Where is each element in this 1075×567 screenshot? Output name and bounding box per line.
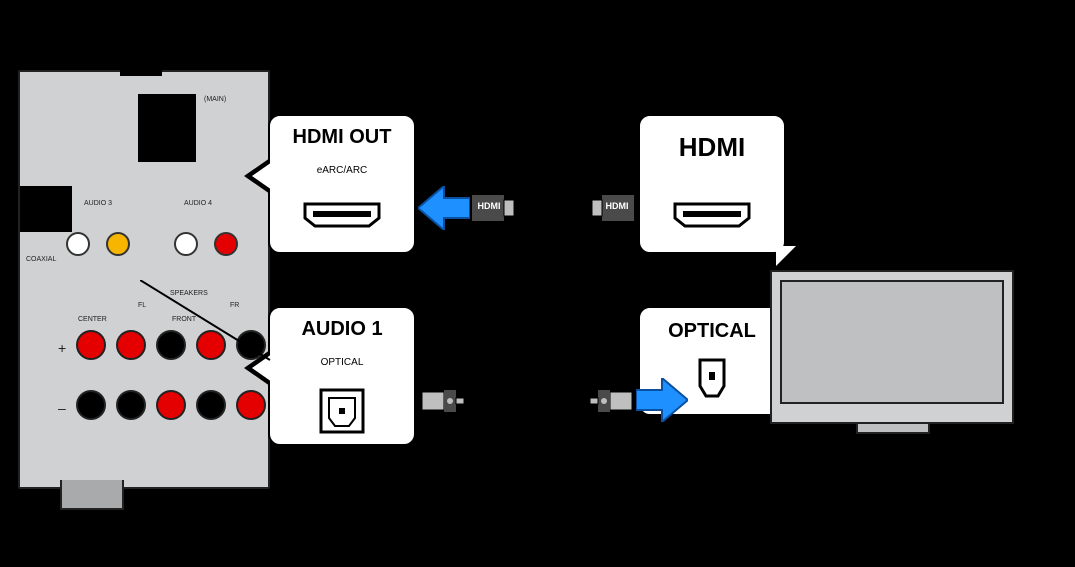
callout-audio1: AUDIO 1 OPTICAL [268,306,416,446]
callout-title: HDMI OUT [270,126,414,149]
lbl-minus: – [58,400,66,416]
optical-plug-icon [422,390,464,412]
receiver-hdmi-slot-mask [138,94,196,162]
speaker-post [196,390,226,420]
lbl-fl: FL [138,302,146,309]
callout-sub: eARC/ARC [270,165,414,176]
lbl-coaxial: COAXIAL [26,256,56,263]
optical-cable [464,398,590,402]
lbl-main: (MAIN) [204,96,226,103]
rca-jack-right [214,232,238,256]
optical-port-icon [694,358,730,400]
lbl-speakers: SPEAKERS [170,290,208,297]
callout-tail-fill [252,162,272,190]
receiver-foot [60,480,124,510]
receiver-top-notch [120,50,162,76]
lbl-audio4: AUDIO 4 [184,200,212,207]
callout-tv-hdmi: HDMI [638,114,786,254]
callout-hdmi-out: HDMI OUT eARC/ARC [268,114,416,254]
callout-title: AUDIO 1 [270,318,414,341]
plug-label: HDMI [596,201,638,211]
speaker-post [156,330,186,360]
plug-label: HDMI [468,201,510,211]
arrow-right-icon [636,378,688,422]
arrow-left-icon [418,186,470,230]
diagram-stage: (MAIN) AUDIO 3 AUDIO 4 COAXIAL SPEAKERS … [0,0,1075,567]
speaker-post [156,390,186,420]
callout-title: HDMI [640,132,784,163]
speaker-post [116,330,146,360]
speaker-post [76,330,106,360]
callout-tail-fill [252,354,272,382]
callout-title: OPTICAL [640,320,784,343]
lbl-front: FRONT [172,316,196,323]
optical-plug-icon [590,390,632,412]
hdmi-port-icon [673,202,751,228]
speaker-post [76,390,106,420]
callout-sub: OPTICAL [270,357,414,368]
lbl-audio3: AUDIO 3 [84,200,112,207]
av-receiver-back: (MAIN) AUDIO 3 AUDIO 4 COAXIAL SPEAKERS … [18,70,270,489]
hdmi-plug-icon: HDMI [592,195,634,221]
tv-screen [780,280,1004,404]
speaker-post [236,390,266,420]
hdmi-port-icon [303,202,381,228]
speaker-post [116,390,146,420]
tv-monitor [770,270,1014,424]
speaker-post [196,330,226,360]
rca-jack [174,232,198,256]
lbl-plus: + [58,340,66,356]
callout-tail-fill [776,246,796,266]
rca-jack [66,232,90,256]
rca-jack-video [106,232,130,256]
receiver-side-slot [20,186,72,232]
optical-port-icon [319,388,365,434]
lbl-center: CENTER [78,316,107,323]
tv-stand [856,422,930,434]
hdmi-plug-icon: HDMI [472,195,514,221]
lbl-fr: FR [230,302,239,309]
hdmi-cable [514,206,592,210]
